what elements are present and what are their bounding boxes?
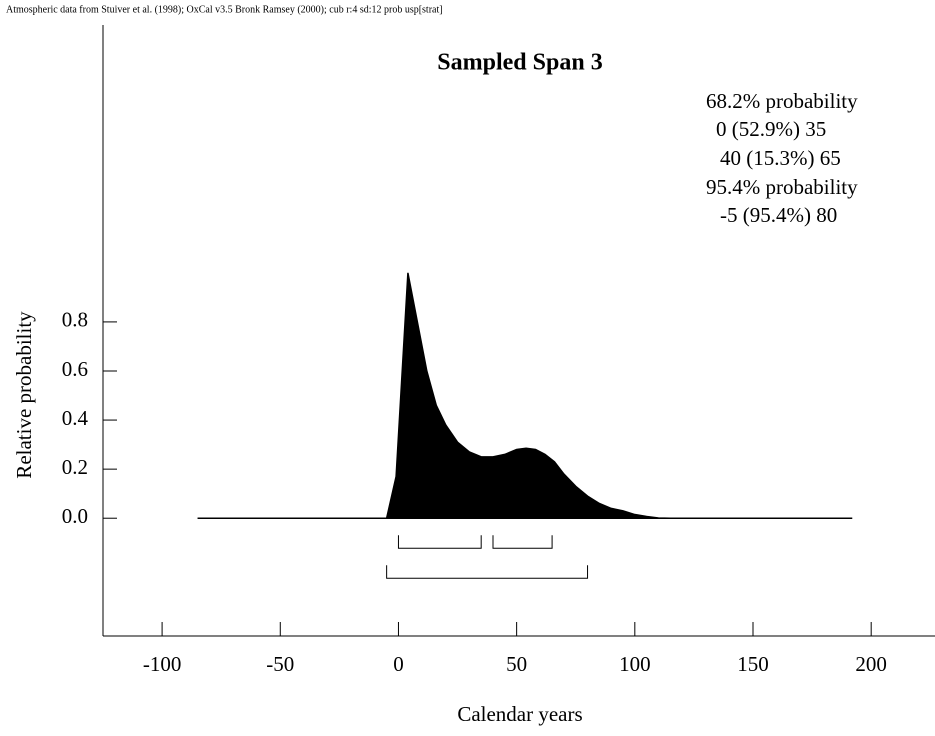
range-bracket [397,535,482,549]
range-label: 40 (15.3%) 65 [720,146,841,170]
y-tick-label: 0.4 [62,406,89,430]
range-heading: 68.2% probability [706,89,858,113]
x-tick-label: 0 [393,652,404,676]
probability-area [197,272,853,519]
range-bracket [492,535,553,549]
x-axis-label: Calendar years [457,702,582,726]
x-tick-label: -50 [266,652,294,676]
y-tick-label: 0.0 [62,504,88,528]
x-tick-label: 150 [737,652,769,676]
y-axis-label: Relative probability [12,311,36,479]
x-tick-label: -100 [143,652,182,676]
x-tick-label: 100 [619,652,651,676]
y-tick-label: 0.6 [62,357,88,381]
range-heading: 95.4% probability [706,175,858,199]
y-tick-label: 0.2 [62,455,88,479]
x-tick-label: 50 [506,652,527,676]
annotation: Atmospheric data from Stuiver et al. (19… [6,4,443,15]
y-tick-label: 0.8 [62,308,88,332]
range-label: 0 (52.9%) 35 [716,117,826,141]
chart-title: Sampled Span 3 [437,50,602,76]
x-tick-label: 200 [855,652,887,676]
range-label: -5 (95.4%) 80 [720,203,837,227]
range-bracket [386,565,589,579]
